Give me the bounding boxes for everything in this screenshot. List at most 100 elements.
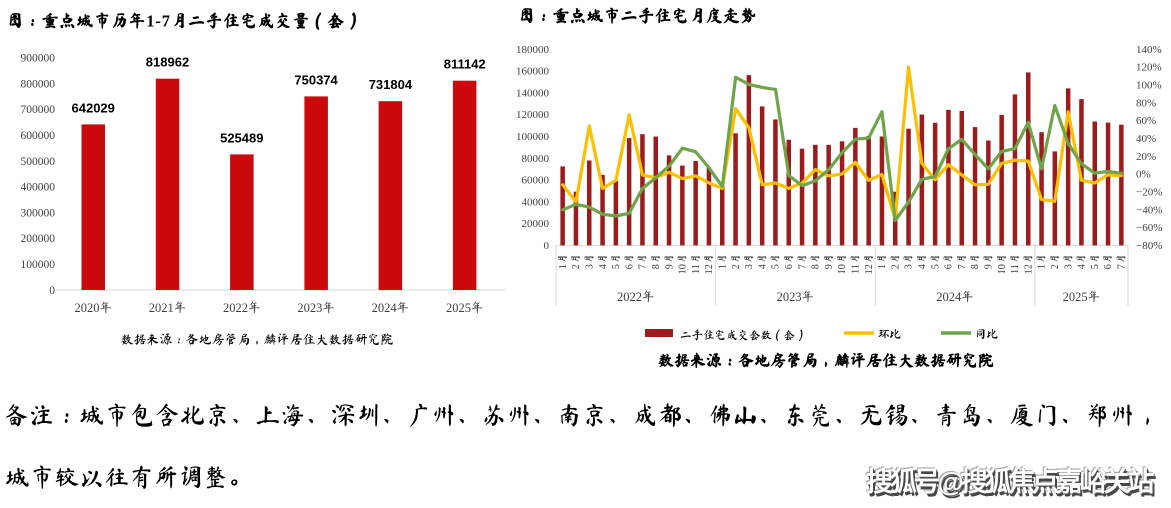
svg-text:2023年: 2023年 xyxy=(297,301,335,315)
svg-text:400000: 400000 xyxy=(21,182,56,194)
svg-text:700000: 700000 xyxy=(21,104,56,116)
svg-text:1月: 1月 xyxy=(557,254,569,269)
svg-text:数据来源：各地房管局，麟评居住大数据研究院: 数据来源：各地房管局，麟评居住大数据研究院 xyxy=(658,352,994,370)
svg-text:2月: 2月 xyxy=(730,254,742,269)
svg-text:2月: 2月 xyxy=(1049,254,1061,269)
svg-text:−60%: −60% xyxy=(1136,222,1162,234)
svg-text:5月: 5月 xyxy=(610,254,622,269)
svg-text:6月: 6月 xyxy=(1102,254,1114,269)
svg-text:10月: 10月 xyxy=(677,254,689,274)
svg-text:7月: 7月 xyxy=(637,254,649,269)
svg-text:−80%: −80% xyxy=(1136,240,1162,252)
svg-text:数据来源：各地房管局，麟评居住大数据研究院: 数据来源：各地房管局，麟评居住大数据研究院 xyxy=(120,332,393,347)
svg-text:20%: 20% xyxy=(1136,151,1156,163)
svg-text:200000: 200000 xyxy=(21,233,56,245)
svg-text:城市较以往有所调整。: 城市较以往有所调整。 xyxy=(5,465,253,492)
svg-text:2024年: 2024年 xyxy=(936,290,974,304)
svg-text:600000: 600000 xyxy=(21,130,56,142)
svg-text:0%: 0% xyxy=(1136,169,1151,181)
svg-text:备注：城市包含北京、上海、深圳、广州、苏州、南京、成都、佛山: 备注：城市包含北京、上海、深圳、广州、苏州、南京、成都、佛山、东莞、无锡、青岛、… xyxy=(4,403,1160,430)
svg-text:1月: 1月 xyxy=(876,254,888,269)
svg-text:12月: 12月 xyxy=(703,254,715,274)
svg-text:2022年: 2022年 xyxy=(617,290,655,304)
svg-text:−20%: −20% xyxy=(1136,186,1162,198)
svg-text:120000: 120000 xyxy=(516,109,550,121)
svg-text:二手住宅成交套数（套）: 二手住宅成交套数（套） xyxy=(680,329,807,342)
svg-text:4月: 4月 xyxy=(1076,254,1088,269)
svg-text:5月: 5月 xyxy=(1089,254,1101,269)
svg-text:12月: 12月 xyxy=(863,254,875,274)
svg-text:3月: 3月 xyxy=(1062,254,1074,269)
svg-text:818962: 818962 xyxy=(146,55,189,70)
svg-text:4月: 4月 xyxy=(916,254,928,269)
svg-text:500000: 500000 xyxy=(21,156,56,168)
svg-text:7月: 7月 xyxy=(956,254,968,269)
svg-text:300000: 300000 xyxy=(21,207,56,219)
svg-text:2021年: 2021年 xyxy=(149,301,187,315)
svg-text:1月: 1月 xyxy=(1036,254,1048,269)
svg-text:60%: 60% xyxy=(1136,115,1156,127)
svg-text:800000: 800000 xyxy=(21,78,56,90)
svg-text:2023年: 2023年 xyxy=(777,290,815,304)
svg-text:3月: 3月 xyxy=(743,254,755,269)
svg-text:811142: 811142 xyxy=(444,57,486,72)
svg-text:4月: 4月 xyxy=(597,254,609,269)
svg-text:2025年: 2025年 xyxy=(446,301,484,315)
svg-text:2025年: 2025年 xyxy=(1063,290,1101,304)
svg-text:140%: 140% xyxy=(1136,44,1162,56)
svg-text:731804: 731804 xyxy=(369,77,413,92)
svg-text:750374: 750374 xyxy=(294,72,338,87)
svg-text:11月: 11月 xyxy=(1009,254,1021,274)
svg-text:5月: 5月 xyxy=(770,254,782,269)
svg-text:40%: 40% xyxy=(1136,133,1156,145)
svg-text:6月: 6月 xyxy=(943,254,955,269)
svg-text:同比: 同比 xyxy=(975,328,998,341)
svg-text:100000: 100000 xyxy=(21,259,56,271)
svg-text:8月: 8月 xyxy=(810,254,822,269)
svg-text:160000: 160000 xyxy=(516,66,550,78)
svg-text:100%: 100% xyxy=(1136,80,1162,92)
svg-text:2月: 2月 xyxy=(570,254,582,269)
svg-text:80000: 80000 xyxy=(522,153,550,165)
svg-text:180000: 180000 xyxy=(516,44,550,56)
svg-text:642029: 642029 xyxy=(72,100,115,115)
svg-text:图：重点城市二手住宅月度走势: 图：重点城市二手住宅月度走势 xyxy=(519,7,758,26)
svg-text:9月: 9月 xyxy=(983,254,995,269)
svg-text:8月: 8月 xyxy=(650,254,662,269)
svg-text:0: 0 xyxy=(49,285,55,297)
svg-text:80%: 80% xyxy=(1136,97,1156,109)
svg-text:11月: 11月 xyxy=(690,254,702,274)
svg-text:10月: 10月 xyxy=(836,254,848,274)
svg-text:1月: 1月 xyxy=(717,254,729,269)
svg-text:3月: 3月 xyxy=(903,254,915,269)
svg-text:环比: 环比 xyxy=(878,329,901,341)
svg-text:20000: 20000 xyxy=(522,218,550,230)
svg-text:2024年: 2024年 xyxy=(372,301,410,315)
svg-text:7月: 7月 xyxy=(796,254,808,269)
svg-text:9月: 9月 xyxy=(823,254,835,269)
svg-text:4月: 4月 xyxy=(756,254,768,269)
svg-text:10月: 10月 xyxy=(996,254,1008,274)
svg-text:5月: 5月 xyxy=(929,254,941,269)
svg-text:2022年: 2022年 xyxy=(223,301,261,315)
svg-text:7月: 7月 xyxy=(1116,254,1128,269)
svg-text:2020年: 2020年 xyxy=(74,301,112,315)
svg-text:6月: 6月 xyxy=(623,254,635,269)
svg-text:8月: 8月 xyxy=(969,254,981,269)
svg-text:100000: 100000 xyxy=(516,131,550,143)
svg-text:9月: 9月 xyxy=(663,254,675,269)
svg-text:140000: 140000 xyxy=(516,87,550,99)
svg-text:900000: 900000 xyxy=(21,53,56,65)
svg-text:−40%: −40% xyxy=(1136,204,1162,216)
svg-text:11月: 11月 xyxy=(850,254,862,274)
svg-text:120%: 120% xyxy=(1136,62,1162,74)
svg-text:3月: 3月 xyxy=(584,254,596,269)
svg-text:525489: 525489 xyxy=(220,130,263,145)
svg-text:0: 0 xyxy=(544,240,550,252)
svg-text:2月: 2月 xyxy=(889,254,901,269)
svg-text:图：重点城市历年1-7月二手住宅成交量（套）: 图：重点城市历年1-7月二手住宅成交量（套） xyxy=(7,12,362,31)
svg-text:40000: 40000 xyxy=(522,196,550,208)
svg-text:6月: 6月 xyxy=(783,254,795,269)
svg-text:60000: 60000 xyxy=(522,175,550,187)
svg-text:12月: 12月 xyxy=(1022,254,1034,274)
